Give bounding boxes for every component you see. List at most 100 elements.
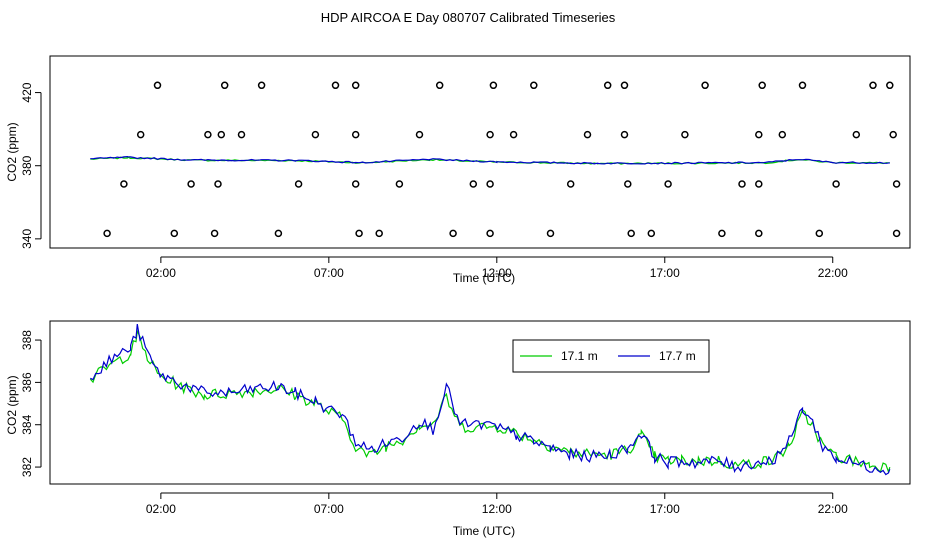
calibration-point: [415, 130, 424, 139]
calibration-point: [486, 180, 494, 188]
calibration-point: [294, 180, 303, 188]
bottom-x-axis-label: Time (UTC): [453, 524, 515, 538]
top-y-axis-label: CO2 (ppm): [5, 122, 19, 181]
x-tick-label: 12:00: [482, 266, 512, 280]
calibration-point: [815, 229, 824, 238]
y-tick-label: 420: [20, 82, 34, 102]
calibration-point: [798, 81, 807, 90]
calibration-point: [257, 81, 266, 90]
x-tick-label: 22:00: [818, 266, 848, 280]
series-line-2: [90, 324, 891, 476]
calibration-point: [755, 180, 763, 188]
calibration-point: [738, 180, 746, 188]
calibration-point: [892, 180, 901, 188]
x-tick-label: 02:00: [146, 502, 176, 516]
series-line-2: [90, 155, 890, 165]
bottom-y-axis: 382 384 386 388: [20, 330, 42, 477]
y-tick-label: 340: [20, 229, 34, 249]
legend-label-17-7m: 17.7 m: [659, 349, 696, 363]
bottom-plot-frame-rect: [49, 320, 911, 485]
calibration-point: [546, 229, 555, 238]
y-tick-label: 388: [20, 330, 34, 350]
y-tick-label: 384: [20, 414, 34, 434]
calibration-point: [530, 81, 538, 90]
legend-label-17-1m: 17.1 m: [561, 349, 598, 363]
calibration-point: [755, 130, 763, 139]
calibration-point: [664, 180, 672, 188]
x-tick-label: 17:00: [650, 502, 680, 516]
y-tick-label: 386: [20, 372, 34, 392]
calibration-point: [153, 81, 162, 90]
series-line-1: [89, 328, 891, 474]
calibration-point: [351, 81, 360, 90]
figure-title: HDP AIRCOA E Day 080707 Calibrated Times…: [321, 10, 616, 25]
calibration-point: [566, 180, 575, 188]
calibration-point: [869, 81, 877, 90]
x-tick-label: 12:00: [482, 502, 512, 516]
calibration-point: [852, 130, 861, 139]
legend: 17.1 m 17.7 m: [512, 339, 710, 373]
calibration-point: [718, 229, 726, 238]
calibration-point: [120, 180, 128, 188]
calibration-point: [375, 229, 383, 238]
calibration-point: [620, 130, 629, 139]
calibration-point: [486, 229, 494, 238]
calibration-point: [681, 130, 689, 139]
calibration-point: [755, 229, 763, 238]
calibration-point: [217, 130, 226, 139]
top-plot-frame-rect: [49, 55, 911, 249]
x-tick-label: 17:00: [650, 266, 680, 280]
bottom-x-axis: 02:00 07:00 12:00 17:00 22:00: [146, 492, 848, 516]
y-tick-label: 380: [20, 155, 34, 175]
series-line-1: [90, 155, 890, 165]
y-tick-label: 382: [20, 457, 34, 477]
calibration-point: [331, 81, 340, 90]
top-series-lines: [90, 155, 890, 165]
bottom-panel: 382 384 386 388 02:00 07:00 12:00 17:00 22:00 1…: [5, 320, 911, 538]
calibration-point: [489, 81, 498, 90]
top-x-axis: 02:00 07:00 12:00 17:00 22:00: [146, 256, 848, 280]
calibration-point: [486, 130, 494, 139]
calibration-point: [210, 229, 219, 238]
calibration-point: [355, 229, 363, 238]
calibration-point: [214, 180, 222, 188]
calibration-point: [311, 130, 320, 139]
calibration-point: [647, 229, 656, 238]
calibration-point: [204, 130, 212, 139]
x-tick-label: 02:00: [146, 266, 176, 280]
top-plot-frame: [49, 55, 911, 249]
calibration-point: [603, 81, 612, 90]
calibration-point: [583, 130, 592, 139]
calibration-point: [624, 180, 632, 188]
calibration-point: [627, 229, 635, 238]
calibration-point: [886, 81, 894, 90]
calibration-point: [103, 229, 111, 238]
x-tick-label: 07:00: [314, 502, 344, 516]
calibration-point: [351, 180, 360, 188]
calibration-point: [778, 130, 787, 139]
top-y-axis: 340 380 420: [20, 82, 42, 249]
calibration-point: [889, 130, 897, 139]
calibration-point: [832, 180, 840, 188]
top-x-axis-label: Time (UTC): [453, 271, 515, 285]
x-tick-label: 22:00: [818, 502, 848, 516]
calibration-point: [892, 229, 901, 238]
bottom-plot-frame: [49, 320, 911, 485]
calibration-point: [620, 81, 629, 90]
calibration-point: [274, 229, 283, 238]
calibration-point: [187, 180, 195, 188]
bottom-series-lines: [89, 324, 891, 476]
calibration-point: [351, 130, 360, 139]
calibration-point: [469, 180, 478, 188]
calibration-point: [449, 229, 457, 238]
calibration-point: [701, 81, 709, 90]
calibration-point: [758, 81, 766, 90]
top-panel: 340 380 420 02:00 07:00 12:00 17:00 22:00 Time…: [5, 55, 911, 285]
calibration-point: [509, 130, 518, 139]
calibration-point: [170, 229, 179, 238]
calibration-point: [220, 81, 229, 90]
top-calibration-markers: [103, 81, 901, 238]
calibration-point: [136, 130, 145, 139]
bottom-y-axis-label: CO2 (ppm): [5, 375, 19, 434]
